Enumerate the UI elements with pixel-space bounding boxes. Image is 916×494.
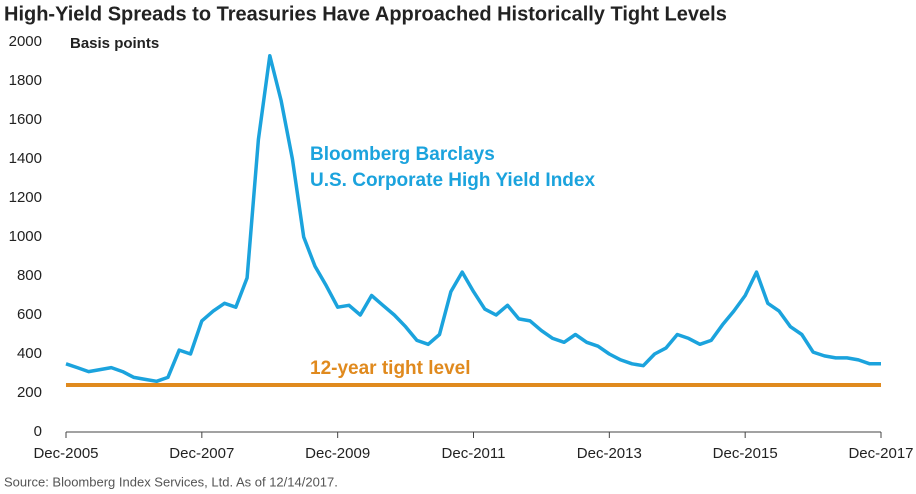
y-tick-label: 600	[17, 306, 42, 323]
reference-label: 12-year tight level	[310, 358, 471, 379]
series-label: Bloomberg Barclays U.S. Corporate High Y…	[310, 144, 596, 191]
y-tick-label: 2000	[9, 33, 42, 50]
x-tick-label: Dec-2011	[442, 445, 506, 462]
y-tick-label: 400	[17, 345, 42, 362]
y-tick-label: 1600	[9, 111, 42, 128]
chart-title: High-Yield Spreads to Treasuries Have Ap…	[4, 3, 727, 25]
y-tick-label: 1200	[9, 189, 42, 206]
x-tick-label: Dec-2017	[848, 445, 913, 462]
x-tick-label: Dec-2007	[169, 445, 234, 462]
x-tick-label: Dec-2015	[713, 445, 778, 462]
y-axis-label: Basis points	[70, 35, 159, 52]
y-tick-label: 1000	[9, 228, 42, 245]
y-tick-label: 800	[17, 267, 42, 284]
y-tick-label: 1400	[9, 150, 42, 167]
y-tick-label: 1800	[9, 72, 42, 89]
x-tick-label: Dec-2005	[33, 445, 98, 462]
y-tick-label: 0	[34, 423, 42, 440]
series-line	[65, 53, 881, 384]
x-tick-label: Dec-2009	[305, 445, 370, 462]
x-tick-label: Dec-2013	[577, 445, 642, 462]
source-note: Source: Bloomberg Index Services, Ltd. A…	[4, 474, 338, 489]
y-tick-label: 200	[17, 384, 42, 401]
